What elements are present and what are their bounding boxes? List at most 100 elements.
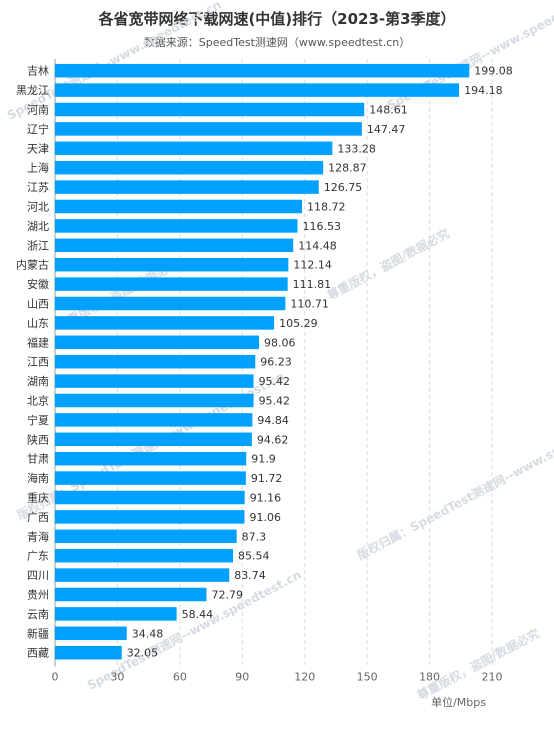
category-label: 海南 <box>27 471 49 485</box>
category-labels: 吉林黑龙江河南辽宁天津上海江苏河北湖北浙江内蒙古安徽山西山东福建江西湖南北京宁夏… <box>16 64 49 660</box>
category-label: 山西 <box>27 298 49 311</box>
value-label: 148.61 <box>369 104 408 117</box>
category-label: 安徽 <box>27 277 49 291</box>
x-tick-label: 120 <box>294 670 315 683</box>
category-label: 上海 <box>27 161 49 175</box>
category-label: 江西 <box>27 356 49 369</box>
value-label: 98.06 <box>264 336 296 349</box>
category-label: 黑龙江 <box>16 84 49 97</box>
value-label: 111.81 <box>293 278 332 291</box>
bar <box>55 529 237 544</box>
bar <box>55 413 253 427</box>
value-label: 118.72 <box>307 201 346 214</box>
value-label: 91.9 <box>251 453 275 466</box>
value-label: 94.62 <box>257 433 289 446</box>
category-label: 广东 <box>27 550 49 563</box>
bar <box>55 238 294 253</box>
bar <box>55 607 177 621</box>
category-label: 福建 <box>27 335 49 349</box>
watermark-text: 尊重版权，盗图/数据必究 <box>324 225 451 302</box>
value-label: 91.06 <box>249 511 280 524</box>
x-tick-label: 0 <box>52 670 59 683</box>
x-tick-label: 150 <box>357 670 378 683</box>
x-tick-label: 90 <box>235 670 249 683</box>
category-label: 吉林 <box>27 64 49 78</box>
bar <box>55 451 247 466</box>
category-label: 河南 <box>27 104 49 117</box>
category-label: 江苏 <box>27 181 49 194</box>
category-label: 内蒙古 <box>16 258 49 272</box>
bars-group <box>55 63 470 660</box>
category-label: 广西 <box>27 511 49 524</box>
category-label: 陕西 <box>27 432 49 446</box>
x-tick-label: 210 <box>482 670 503 683</box>
value-label: 95.42 <box>259 375 291 388</box>
x-tick-labels: 0 30 60 90 120 150 180 210 <box>52 670 503 683</box>
category-label: 山东 <box>27 317 49 330</box>
value-label: 91.16 <box>250 492 282 505</box>
bar <box>55 432 252 447</box>
x-tick-label: 60 <box>173 670 187 683</box>
bar <box>55 510 245 524</box>
bar <box>55 316 275 330</box>
category-label: 湖北 <box>27 220 49 233</box>
bar <box>55 626 127 641</box>
bar <box>55 83 460 97</box>
bar <box>55 141 333 156</box>
category-label: 青海 <box>27 529 49 543</box>
bar <box>55 160 324 175</box>
value-labels: 199.08 194.18 148.61 147.47 133.28 128.87 126.… <box>127 65 513 660</box>
bar <box>55 568 230 582</box>
bar <box>55 219 298 233</box>
category-label: 天津 <box>27 142 49 155</box>
value-label: 147.47 <box>367 123 406 136</box>
value-label: 133.28 <box>337 142 376 155</box>
bar <box>55 490 245 505</box>
bar <box>55 645 122 660</box>
x-tick-label: 180 <box>419 670 440 683</box>
value-label: 105.29 <box>279 317 318 330</box>
value-label: 34.48 <box>132 627 164 640</box>
category-label: 新疆 <box>27 626 49 640</box>
bar <box>55 102 365 117</box>
bar <box>55 180 319 194</box>
value-label: 194.18 <box>464 84 503 97</box>
value-label: 85.54 <box>238 550 270 563</box>
value-label: 112.14 <box>293 259 332 272</box>
watermark-text: 版权归属：SpeedTest测速网--www.speedtest.cn <box>354 408 554 562</box>
value-label: 128.87 <box>328 162 367 175</box>
value-label: 114.48 <box>298 239 337 252</box>
chart-subtitle: 数据来源：SpeedTest测速网（www.speedtest.cn） <box>143 36 411 49</box>
category-label: 河北 <box>27 201 49 214</box>
watermark-text: 尊重版权，盗图/数据必究 <box>414 625 541 702</box>
category-label: 重庆 <box>27 491 49 505</box>
bar <box>55 587 207 602</box>
bar <box>55 257 289 272</box>
bar <box>55 354 256 369</box>
category-label: 湖南 <box>27 375 49 388</box>
category-label: 西藏 <box>27 647 49 660</box>
bar <box>55 471 246 485</box>
category-label: 贵州 <box>27 589 49 602</box>
value-label: 87.3 <box>242 530 267 543</box>
value-label: 94.84 <box>257 414 289 427</box>
chart-title: 各省宽带网络下载网速(中值)排行（2023-第3季度） <box>98 10 456 28</box>
x-tick-label: 30 <box>110 670 124 683</box>
category-label: 甘肃 <box>27 453 49 466</box>
category-label: 宁夏 <box>27 413 49 427</box>
category-label: 浙江 <box>27 239 49 252</box>
bar <box>55 199 303 214</box>
bar <box>55 393 254 408</box>
value-label: 72.79 <box>211 589 243 602</box>
bar <box>55 277 288 291</box>
value-label: 91.72 <box>251 472 283 485</box>
bar <box>55 335 260 350</box>
value-label: 58.44 <box>182 608 214 621</box>
value-label: 110.71 <box>290 298 329 311</box>
value-label: 96.23 <box>260 356 292 369</box>
value-label: 95.42 <box>259 395 291 408</box>
bar <box>55 548 234 563</box>
bar <box>55 63 470 78</box>
category-label: 四川 <box>27 569 49 582</box>
